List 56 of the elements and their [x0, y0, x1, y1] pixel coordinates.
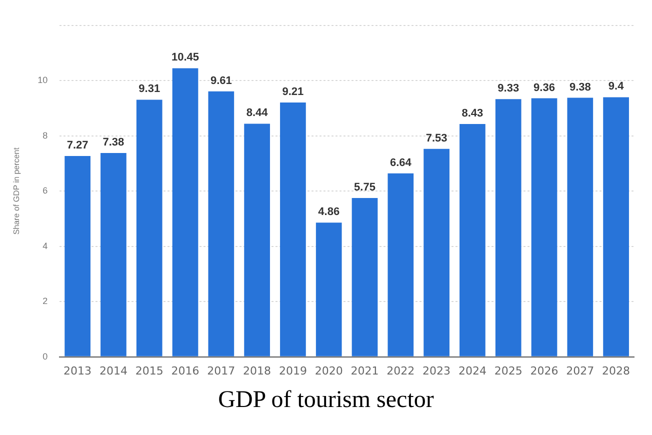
bar — [424, 148, 450, 356]
x-tick-label: 2015 — [135, 364, 164, 378]
bar — [603, 97, 629, 356]
x-tick-label: 2028 — [602, 364, 630, 378]
y-tick-label: 8 — [42, 130, 48, 140]
x-tick-label: 2020 — [314, 364, 343, 378]
x-tick-label: 2023 — [422, 364, 451, 378]
data-label: 6.64 — [390, 156, 412, 169]
bar — [64, 156, 90, 356]
bar — [531, 98, 558, 356]
y-tick-label: 6 — [42, 186, 48, 196]
bar — [316, 222, 342, 356]
bar — [280, 102, 306, 356]
x-tick-label: 2027 — [566, 364, 594, 378]
y-axis-title: Share of GDP in percent — [12, 146, 22, 235]
bar — [172, 68, 198, 356]
data-label: 10.45 — [171, 52, 200, 64]
data-label: 9.21 — [282, 86, 304, 98]
data-label: 9.31 — [138, 83, 160, 96]
data-label: 7.53 — [426, 132, 448, 144]
data-label: 9.4 — [608, 80, 625, 93]
data-label: 9.61 — [210, 74, 232, 87]
bar — [136, 100, 162, 356]
x-tick-label: 2018 — [243, 364, 272, 378]
y-tick-label: 4 — [42, 240, 48, 251]
data-label: 9.38 — [569, 81, 591, 94]
x-tick-label: 2019 — [278, 364, 307, 378]
y-tick-label: 2 — [42, 296, 48, 306]
bar — [460, 124, 486, 356]
x-tick-label: 2022 — [386, 364, 415, 378]
x-tick-label: 2026 — [530, 364, 558, 378]
x-tick-label: 2025 — [494, 364, 522, 378]
data-label: 4.86 — [318, 206, 340, 218]
y-tick-label: 10 — [38, 75, 48, 86]
bar — [208, 91, 234, 356]
data-label: 9.33 — [498, 82, 520, 95]
bar — [388, 173, 414, 356]
bar — [567, 98, 594, 356]
y-tick-label: 0 — [42, 351, 48, 362]
data-label: 8.43 — [462, 108, 484, 120]
bar — [352, 198, 378, 356]
data-label: 9.36 — [534, 82, 555, 94]
x-tick-label: 2016 — [171, 364, 200, 378]
x-tick-label: 2017 — [207, 364, 236, 378]
data-label: 5.75 — [354, 182, 376, 194]
x-tick-label: 2021 — [350, 364, 379, 378]
data-label: 8.44 — [246, 107, 269, 120]
text: GDP of tourism sector — [217, 386, 435, 414]
data-label: 7.27 — [66, 140, 88, 152]
x-tick-label: 2013 — [64, 364, 92, 378]
x-tick-label: 2014 — [99, 364, 128, 378]
x-tick-label: 2024 — [458, 364, 486, 378]
bar — [495, 99, 522, 356]
bar — [244, 124, 270, 356]
bar — [100, 152, 126, 356]
data-label: 7.38 — [102, 136, 124, 149]
